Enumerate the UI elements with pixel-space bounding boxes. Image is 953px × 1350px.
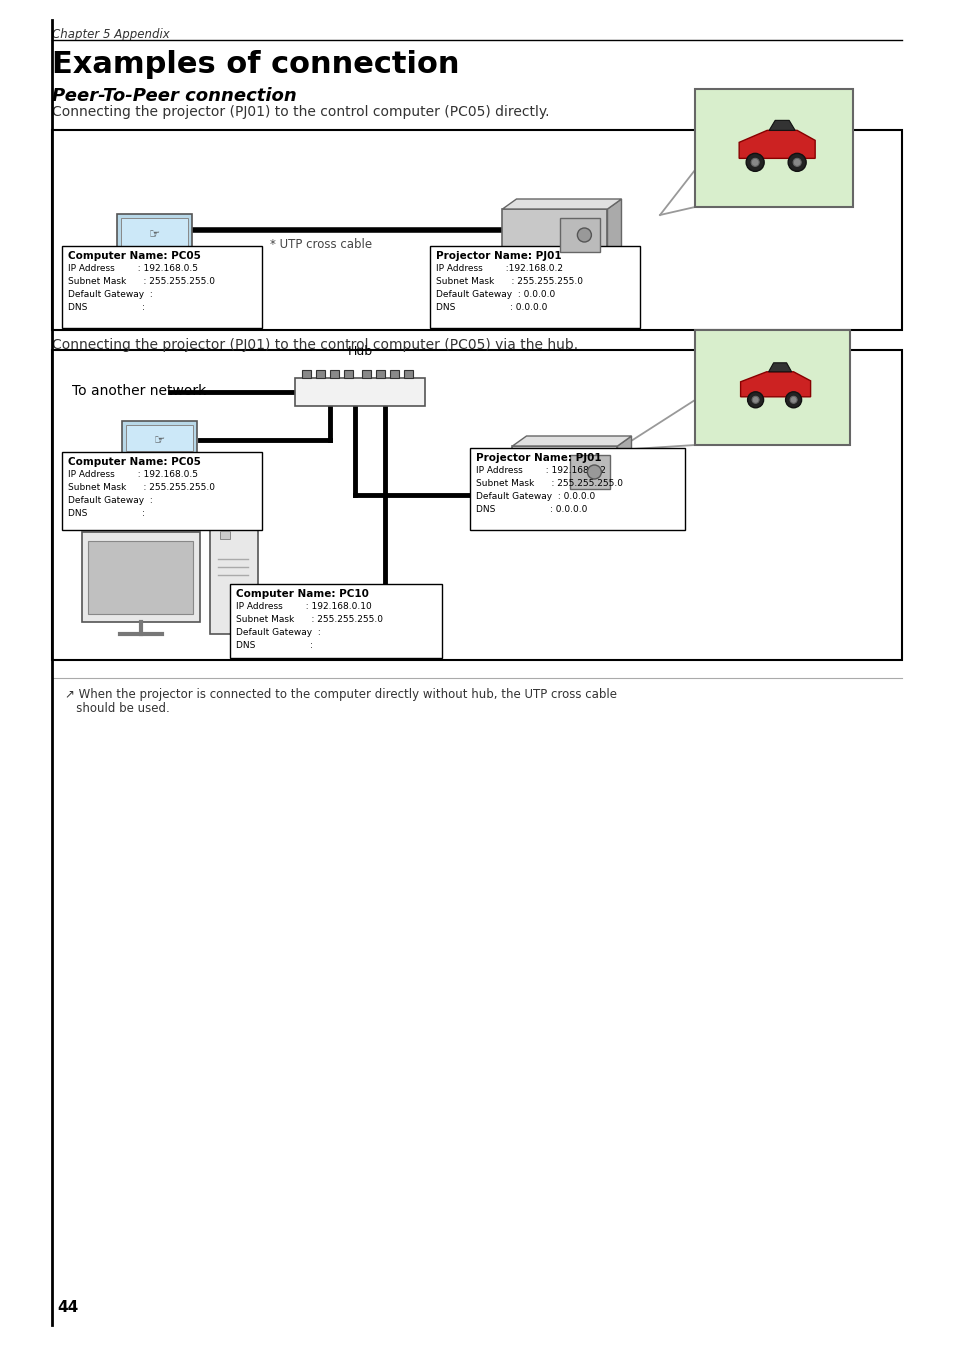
Bar xyxy=(117,215,193,250)
Bar xyxy=(570,455,610,489)
Text: Computer Name: PC10: Computer Name: PC10 xyxy=(235,589,369,599)
Text: Default Gateway  :: Default Gateway : xyxy=(235,628,320,637)
Polygon shape xyxy=(502,198,620,209)
Bar xyxy=(315,370,325,378)
Text: Examples of connection: Examples of connection xyxy=(52,50,459,80)
Text: Default Gateway  : 0.0.0.0: Default Gateway : 0.0.0.0 xyxy=(436,290,555,298)
Bar xyxy=(82,532,200,622)
Text: ↗ When the projector is connected to the computer directly without hub, the UTP : ↗ When the projector is connected to the… xyxy=(65,688,617,701)
Text: To another network: To another network xyxy=(71,383,206,398)
Polygon shape xyxy=(617,436,631,498)
Text: Default Gateway  :: Default Gateway : xyxy=(68,290,152,298)
Bar xyxy=(88,541,193,614)
Text: IP Address        : 192.168.0.5: IP Address : 192.168.0.5 xyxy=(68,470,198,479)
Polygon shape xyxy=(740,371,810,397)
Text: Subnet Mask      : 255.255.255.0: Subnet Mask : 255.255.255.0 xyxy=(68,277,214,286)
Bar xyxy=(512,446,617,498)
Text: Peer-To-Peer connection: Peer-To-Peer connection xyxy=(52,86,296,105)
Bar xyxy=(127,425,193,451)
Bar xyxy=(112,250,197,261)
Text: Computer Name: PC05: Computer Name: PC05 xyxy=(68,458,201,467)
Circle shape xyxy=(789,397,797,404)
Circle shape xyxy=(587,464,600,479)
Polygon shape xyxy=(768,363,791,371)
Bar xyxy=(52,130,901,329)
Text: Chapter 5 Appendix: Chapter 5 Appendix xyxy=(52,28,170,40)
Text: * UTP cross cable: * UTP cross cable xyxy=(270,238,372,251)
Text: DNS                   : 0.0.0.0: DNS : 0.0.0.0 xyxy=(436,302,547,312)
Text: should be used.: should be used. xyxy=(65,702,170,716)
Text: DNS                   :: DNS : xyxy=(235,641,313,649)
Text: IP Address        : 192.168.0.5: IP Address : 192.168.0.5 xyxy=(68,265,198,273)
Bar xyxy=(52,350,901,660)
Bar xyxy=(559,219,599,251)
Text: Default Gateway  :: Default Gateway : xyxy=(68,495,152,505)
Text: Connecting the projector (PJ01) to the control computer (PC05) directly.: Connecting the projector (PJ01) to the c… xyxy=(52,105,549,119)
Circle shape xyxy=(784,392,801,408)
Text: Connecting the projector (PJ01) to the control computer (PC05) via the hub.: Connecting the projector (PJ01) to the c… xyxy=(52,338,578,352)
Polygon shape xyxy=(768,120,795,131)
Text: DNS                   :: DNS : xyxy=(68,509,145,518)
Text: ☞: ☞ xyxy=(154,433,166,447)
Text: Hub: Hub xyxy=(347,346,373,358)
Text: Projector Name: PJ01: Projector Name: PJ01 xyxy=(436,251,561,261)
Text: IP Address        : 192.168.0.2: IP Address : 192.168.0.2 xyxy=(476,466,605,475)
Bar xyxy=(114,466,205,470)
Bar xyxy=(430,246,639,328)
Circle shape xyxy=(750,158,759,166)
Text: IP Address        : 192.168.0.10: IP Address : 192.168.0.10 xyxy=(235,602,372,612)
Circle shape xyxy=(792,158,801,166)
Text: Projector Name: PJ01: Projector Name: PJ01 xyxy=(476,454,601,463)
Bar xyxy=(361,370,371,378)
Bar xyxy=(344,370,353,378)
Bar xyxy=(390,370,398,378)
Bar xyxy=(375,370,385,378)
Circle shape xyxy=(747,392,762,408)
Polygon shape xyxy=(739,131,814,158)
Bar xyxy=(403,370,413,378)
Circle shape xyxy=(577,228,591,242)
Text: Subnet Mask      : 255.255.255.0: Subnet Mask : 255.255.255.0 xyxy=(476,479,622,487)
Circle shape xyxy=(745,154,763,171)
Text: Default Gateway  : 0.0.0.0: Default Gateway : 0.0.0.0 xyxy=(476,491,595,501)
Bar xyxy=(695,329,849,446)
Text: Subnet Mask      : 255.255.255.0: Subnet Mask : 255.255.255.0 xyxy=(235,616,382,624)
Circle shape xyxy=(751,397,759,404)
Bar xyxy=(210,524,257,634)
Bar xyxy=(121,219,189,246)
Bar xyxy=(294,378,424,406)
Bar xyxy=(117,455,202,466)
Bar xyxy=(220,531,230,539)
Bar xyxy=(330,370,338,378)
Text: DNS                   : 0.0.0.0: DNS : 0.0.0.0 xyxy=(476,505,587,514)
Text: IP Address        :192.168.0.2: IP Address :192.168.0.2 xyxy=(436,265,562,273)
Bar xyxy=(230,585,441,657)
Text: Subnet Mask      : 255.255.255.0: Subnet Mask : 255.255.255.0 xyxy=(436,277,582,286)
Bar xyxy=(302,370,311,378)
Bar xyxy=(122,421,197,455)
Bar xyxy=(470,448,684,531)
Bar xyxy=(502,209,607,261)
Text: DNS                   :: DNS : xyxy=(68,302,145,312)
Bar xyxy=(62,246,262,328)
Text: 44: 44 xyxy=(57,1300,78,1315)
Bar xyxy=(695,89,852,207)
Polygon shape xyxy=(512,436,631,446)
Text: Computer Name: PC05: Computer Name: PC05 xyxy=(68,251,201,261)
Text: Subnet Mask      : 255.255.255.0: Subnet Mask : 255.255.255.0 xyxy=(68,483,214,491)
Polygon shape xyxy=(607,198,620,261)
Text: ☞: ☞ xyxy=(150,228,160,242)
Circle shape xyxy=(787,154,805,171)
Bar xyxy=(62,452,262,531)
Bar xyxy=(110,261,200,265)
